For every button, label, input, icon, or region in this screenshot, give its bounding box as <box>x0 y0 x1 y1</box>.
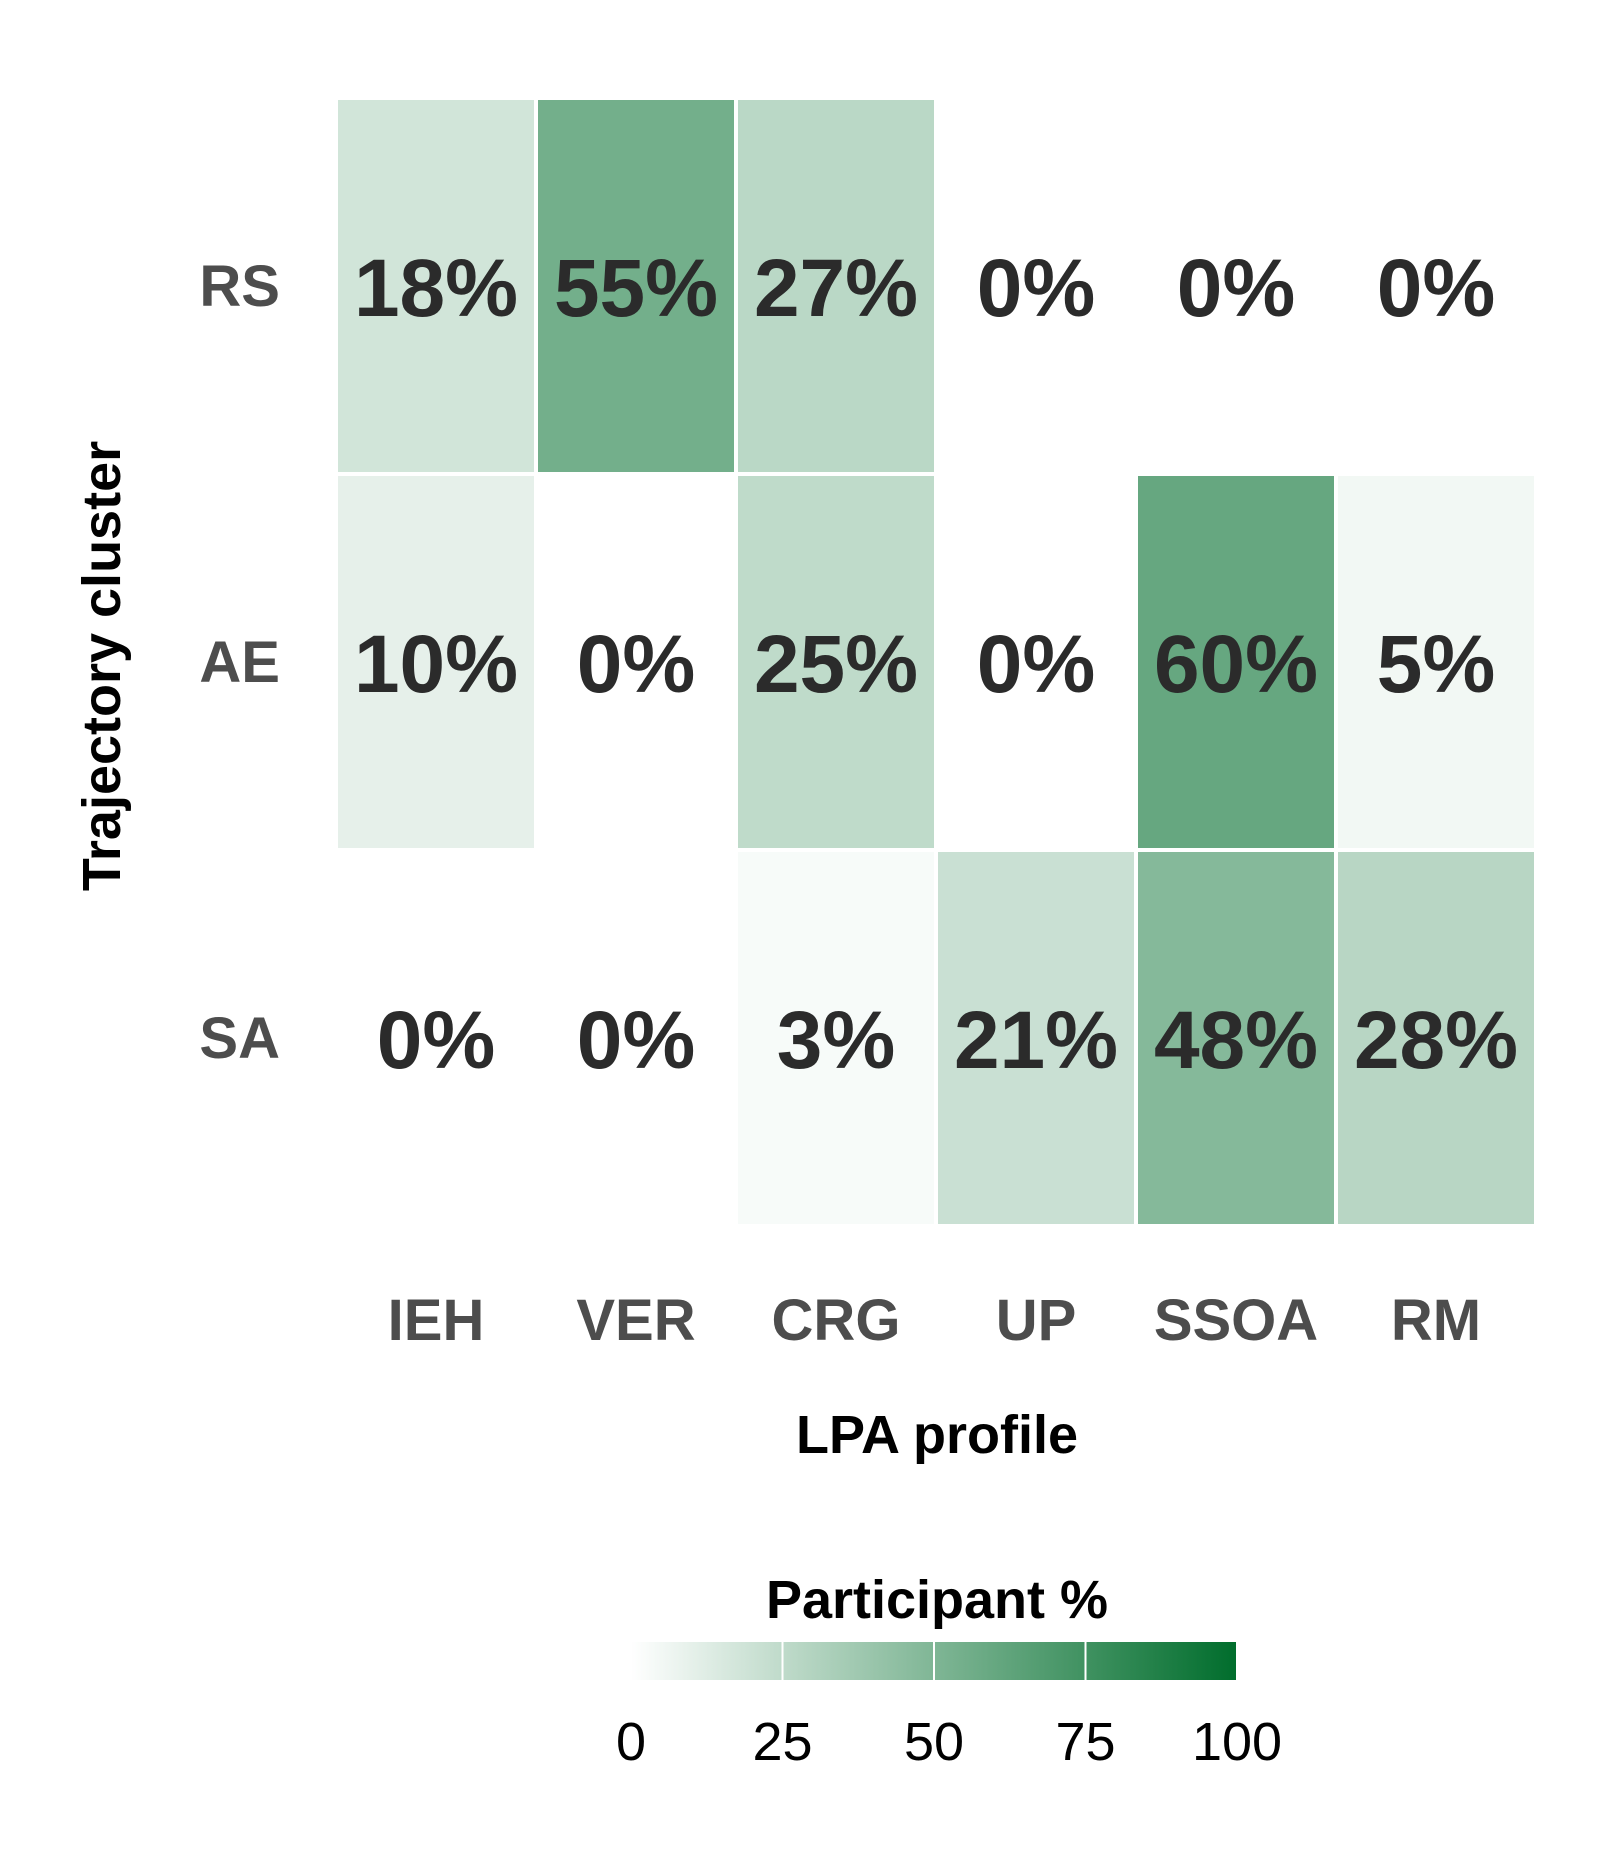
color-legend: Participant % 0 25 50 75 100 <box>616 1570 1282 1772</box>
x-axis-tick-labels: IEH VER CRG UP SSOA RM <box>388 1288 1481 1353</box>
cell-label-sa-ssoa: 48% <box>1154 995 1318 1086</box>
cell-label-sa-rm: 28% <box>1354 995 1518 1086</box>
cell-label-ae-ssoa: 60% <box>1154 619 1318 710</box>
x-tick-label-crg: CRG <box>772 1288 901 1353</box>
cell-label-ae-up: 0% <box>977 619 1096 710</box>
heatmap-cell-labels: 18% 55% 27% 0% 0% 0% 10% 0% 25% 0% 60% 5% 0% 0% 3% 21% 4… <box>354 243 1518 1086</box>
x-tick-label-ieh: IEH <box>388 1288 485 1353</box>
legend-tick-label-100: 100 <box>1192 1712 1282 1772</box>
y-tick-label-ae: AE <box>199 630 280 695</box>
x-tick-label-rm: RM <box>1391 1288 1481 1353</box>
legend-title: Participant % <box>766 1570 1108 1630</box>
x-tick-label-up: UP <box>996 1288 1077 1353</box>
legend-tick-label-25: 25 <box>752 1712 812 1772</box>
heatmap-cell-rs-crg <box>734 96 938 476</box>
y-tick-label-rs: RS <box>199 254 280 319</box>
heatmap-cell-ae-ieh <box>334 472 538 852</box>
cell-label-rs-ver: 55% <box>554 243 718 334</box>
y-axis-title: Trajectory cluster <box>72 441 132 891</box>
cell-label-ae-ver: 0% <box>577 619 696 710</box>
cell-label-rs-ieh: 18% <box>354 243 518 334</box>
heatmap-cell-sa-ssoa <box>1134 848 1338 1228</box>
heatmap-cell-rs-ver <box>534 96 738 476</box>
cell-label-rs-ssoa: 0% <box>1177 243 1296 334</box>
legend-tick-label-75: 75 <box>1055 1712 1115 1772</box>
cell-label-sa-ver: 0% <box>577 995 696 1086</box>
legend-tick-label-50: 50 <box>904 1712 964 1772</box>
heatmap-cell-sa-up <box>934 848 1138 1228</box>
x-axis-title: LPA profile <box>796 1405 1078 1465</box>
heatmap-cell-rs-ieh <box>334 96 538 476</box>
cell-label-sa-up: 21% <box>954 995 1118 1086</box>
cell-label-rs-up: 0% <box>977 243 1096 334</box>
y-tick-label-sa: SA <box>199 1006 280 1071</box>
cell-label-ae-rm: 5% <box>1377 619 1496 710</box>
legend-ticks: 0 25 50 75 100 <box>616 1642 1282 1772</box>
cell-label-sa-ieh: 0% <box>377 995 496 1086</box>
x-tick-label-ssoa: SSOA <box>1154 1288 1318 1353</box>
heatmap-cells <box>334 96 1538 1228</box>
heatmap-cell-sa-rm <box>1334 848 1538 1228</box>
legend-tick-label-0: 0 <box>616 1712 646 1772</box>
y-axis-tick-labels: RS AE SA <box>199 254 280 1071</box>
cell-label-rs-crg: 27% <box>754 243 918 334</box>
heatmap-cell-sa-crg <box>734 848 938 1228</box>
cell-label-ae-crg: 25% <box>754 619 918 710</box>
x-tick-label-ver: VER <box>576 1288 695 1353</box>
cell-label-sa-crg: 3% <box>777 995 896 1086</box>
heatmap-cell-ae-ssoa <box>1134 472 1338 852</box>
cell-label-ae-ieh: 10% <box>354 619 518 710</box>
cell-label-rs-rm: 0% <box>1377 243 1496 334</box>
